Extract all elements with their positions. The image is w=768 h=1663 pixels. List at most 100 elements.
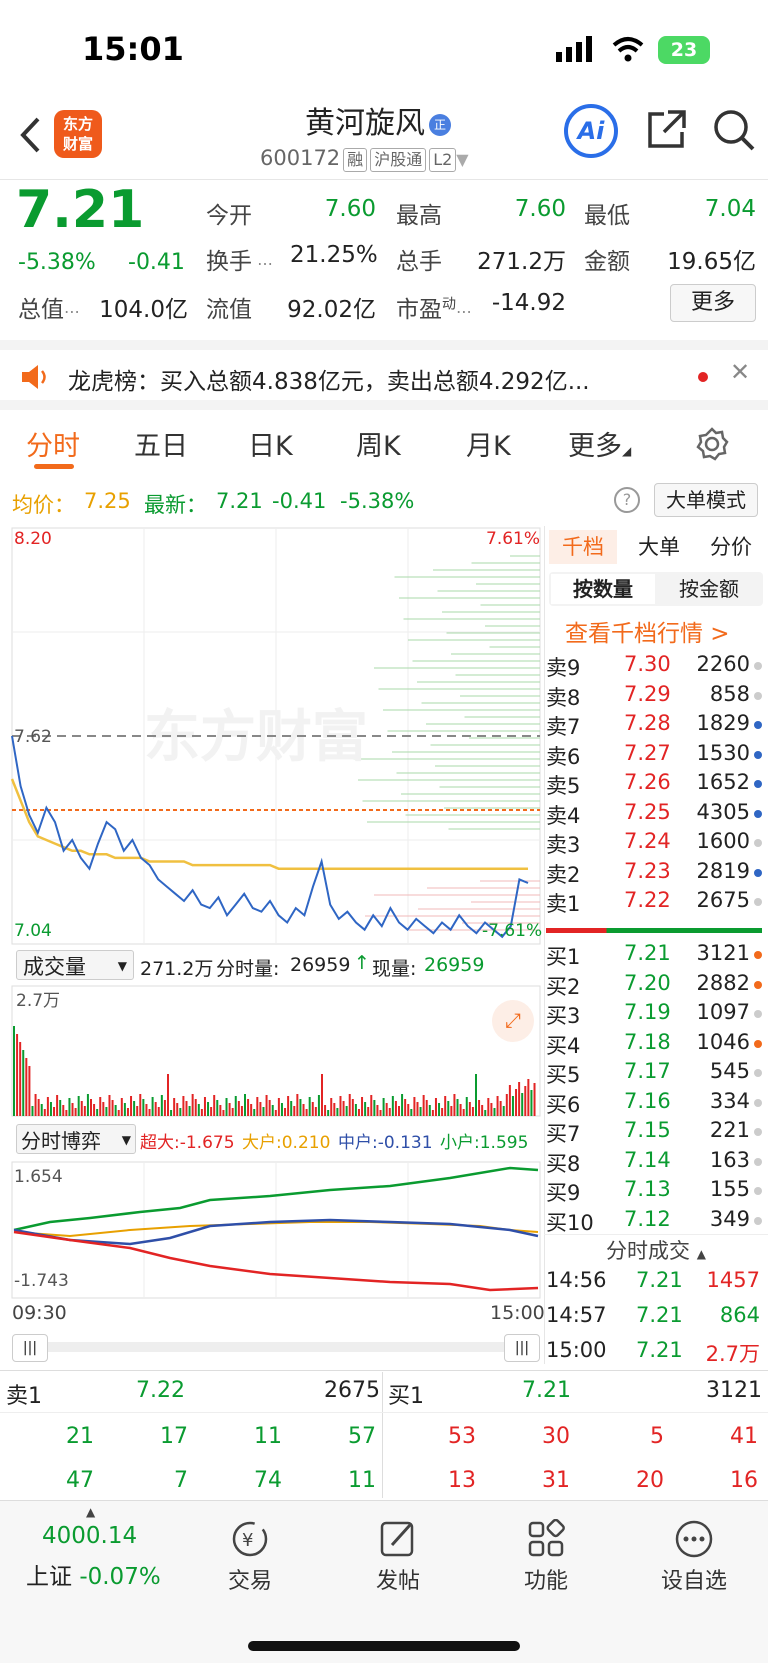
flow-chart[interactable]: 1.654 -1.743 <box>10 1160 542 1300</box>
settings-icon[interactable] <box>694 426 730 462</box>
subtab-by-amount[interactable]: 按金额 <box>679 577 739 601</box>
search-icon[interactable] <box>712 108 756 152</box>
queue-cell-sell: 74 <box>254 1468 282 1493</box>
tab-daily[interactable]: 日K <box>248 431 293 462</box>
tab-byprice[interactable]: 分价 <box>710 535 752 559</box>
label-mktcap: 总值⋯ <box>18 290 80 324</box>
nav-watchlist[interactable]: 设自选 <box>644 1519 744 1595</box>
order-row-bid[interactable]: 买5 7.17 545 <box>546 1059 764 1088</box>
info-icon[interactable]: ⋯ <box>456 302 472 321</box>
volume-bar <box>83 1106 86 1116</box>
flow-indicator-select[interactable]: 分时博弈 ▼ <box>16 1124 136 1154</box>
order-dot <box>754 691 762 700</box>
tab-monthly[interactable]: 月K <box>466 431 511 462</box>
order-volume: 2882 <box>696 970 750 995</box>
volume-indicator-select[interactable]: 成交量 ▼ <box>16 950 134 980</box>
volume-bar <box>511 1096 514 1116</box>
order-row-ask[interactable]: 卖8 7.29 858 <box>546 682 764 711</box>
share-icon[interactable] <box>646 108 688 150</box>
order-row-bid[interactable]: 买1 7.21 3121 <box>546 941 764 970</box>
order-row-ask[interactable]: 卖3 7.24 1600 <box>546 829 764 858</box>
range-scrollbar[interactable]: ||| ||| <box>12 1334 540 1362</box>
back-icon[interactable] <box>18 116 42 154</box>
tab-depth[interactable]: 千档 <box>549 530 617 564</box>
order-row-bid[interactable]: 买3 7.19 1097 <box>546 1000 764 1029</box>
order-row-ask[interactable]: 卖9 7.30 2260 <box>546 652 764 681</box>
chart-tabs: 分时 五日 日K 周K 月K 更多◢ <box>0 410 768 476</box>
range-handle-right[interactable]: ||| <box>504 1334 540 1362</box>
expand-icon[interactable]: ⤢ <box>492 1000 534 1042</box>
volume-bar <box>296 1094 299 1116</box>
nav-post[interactable]: 发帖 <box>348 1519 448 1595</box>
order-row-bid[interactable]: 买4 7.18 1046 <box>546 1030 764 1059</box>
tab-5day[interactable]: 五日 <box>134 431 188 462</box>
subtab-by-qty[interactable]: 按数量 <box>551 574 655 604</box>
tab-intraday[interactable]: 分时 <box>26 431 80 462</box>
index-line[interactable]: 上证 -0.07% <box>26 1557 161 1591</box>
volume-bar <box>160 1095 163 1116</box>
info-icon[interactable]: ⋯ <box>252 254 274 273</box>
order-row-bid[interactable]: 买10 7.12 349 <box>546 1207 764 1236</box>
trade-volume: 864 <box>719 1303 760 1327</box>
avg-label: 均价： <box>12 493 75 517</box>
volume-bar <box>228 1103 231 1116</box>
volume-bar <box>434 1098 437 1116</box>
trades-title[interactable]: 分时成交 ▲ <box>544 1234 768 1264</box>
tab-more[interactable]: 更多◢ <box>568 431 632 462</box>
notice-text: 龙虎榜：买入总额4.838亿元，卖出总额4.292亿... <box>68 369 590 395</box>
range-handle-left[interactable]: ||| <box>12 1334 48 1362</box>
order-level: 卖9 <box>546 656 581 680</box>
big-order-mode-button[interactable]: 大单模式 <box>654 483 758 517</box>
volume-bar <box>284 1108 287 1116</box>
nav-functions[interactable]: 功能 <box>496 1519 596 1595</box>
order-row-ask[interactable]: 卖5 7.26 1652 <box>546 770 764 799</box>
index-expand-icon[interactable]: ▲ <box>86 1505 96 1519</box>
help-icon[interactable]: ? <box>614 487 640 513</box>
order-row-bid[interactable]: 买2 7.20 2882 <box>546 971 764 1000</box>
up-arrow-icon: ↑ <box>354 952 370 974</box>
order-row-bid[interactable]: 买7 7.15 221 <box>546 1118 764 1147</box>
order-row-ask[interactable]: 卖1 7.22 2675 <box>546 888 764 917</box>
volume-bar <box>422 1095 425 1116</box>
volume-chart[interactable]: 2.7万 ⤢ <box>10 984 542 1118</box>
order-level: 卖7 <box>546 715 581 739</box>
volume-bar <box>515 1089 518 1116</box>
trades-title-text: 分时成交 <box>606 1239 691 1263</box>
label-open: 今开 <box>206 203 252 229</box>
more-button[interactable]: 更多 <box>670 284 756 322</box>
caret-down-icon[interactable]: ▼ <box>456 150 469 169</box>
notice-bar[interactable]: 龙虎榜：买入总额4.838亿元，卖出总额4.292亿... ✕ <box>0 340 768 410</box>
close-icon[interactable]: ✕ <box>730 358 751 386</box>
volume-bar <box>31 1106 34 1116</box>
order-row-ask[interactable]: 卖6 7.27 1530 <box>546 741 764 770</box>
order-dot <box>754 1128 762 1136</box>
volume-bar <box>293 1106 296 1116</box>
info-icon[interactable]: ⋯ <box>64 302 80 321</box>
intraday-chart[interactable]: 东方财富 8.20 7.62 7.04 7.61% -7.61% <box>10 526 542 946</box>
tab-weekly[interactable]: 周K <box>356 431 401 462</box>
order-row-ask[interactable]: 卖4 7.25 4305 <box>546 800 764 829</box>
flow-large-label: 大户: <box>242 1133 282 1153</box>
volume-bar <box>508 1085 511 1116</box>
order-row-bid[interactable]: 买8 7.14 163 <box>546 1148 764 1177</box>
order-row-ask[interactable]: 卖2 7.23 2819 <box>546 859 764 888</box>
tab-bigorder[interactable]: 大单 <box>638 535 680 559</box>
volume-bar <box>453 1094 456 1116</box>
volume-bar <box>410 1109 413 1116</box>
stock-code: 600172 融沪股通 L2 ▼ <box>260 146 469 172</box>
order-row-ask[interactable]: 卖7 7.28 1829 <box>546 711 764 740</box>
volume-bar <box>428 1105 431 1116</box>
ai-button[interactable]: Ai <box>564 104 618 158</box>
order-price: 7.24 <box>624 829 671 853</box>
order-row-bid[interactable]: 买9 7.13 155 <box>546 1177 764 1206</box>
volume-bar <box>367 1107 370 1116</box>
depth-link[interactable]: 查看千档行情 > <box>565 621 730 647</box>
order-price: 7.15 <box>624 1118 671 1142</box>
volume-bar <box>339 1096 342 1116</box>
order-row-bid[interactable]: 买6 7.16 334 <box>546 1089 764 1118</box>
nav-trade[interactable]: ¥ 交易 <box>200 1519 300 1595</box>
index-value[interactable]: 4000.14 <box>42 1523 138 1549</box>
subtab-group: 按数量 按金额 <box>549 572 763 606</box>
volume-bar <box>391 1096 394 1116</box>
order-dot <box>754 1098 762 1107</box>
